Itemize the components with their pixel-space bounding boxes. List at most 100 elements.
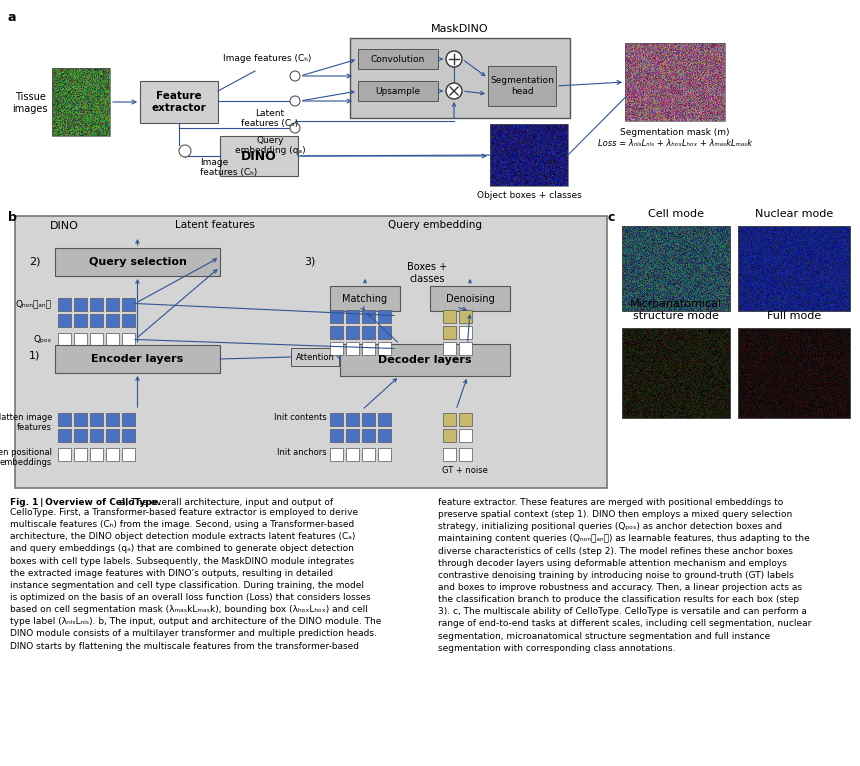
Text: Loss = λₙₗₛLₙₗₛ + λₕₒₓLₕₒₓ + λₘₐₛkLₘₐₛk: Loss = λₙₗₛLₙₗₛ + λₕₒₓLₕₒₓ + λₘₐₛkLₘₐₛk	[598, 139, 752, 148]
Text: Query selection: Query selection	[89, 257, 187, 267]
Bar	[58, 333, 71, 346]
Text: c: c	[608, 211, 616, 224]
Text: Denoising: Denoising	[445, 293, 494, 303]
Circle shape	[290, 123, 300, 133]
Bar	[106, 413, 119, 426]
Bar	[443, 342, 456, 355]
Bar	[140, 81, 218, 123]
Text: Flatten positional
embeddings: Flatten positional embeddings	[0, 448, 52, 467]
Bar	[55, 345, 220, 373]
Bar	[459, 342, 472, 355]
Text: Segmentation
head: Segmentation head	[490, 77, 554, 96]
Text: Query
embedding (qₐ): Query embedding (qₐ)	[235, 136, 305, 155]
Text: Segmentation mask (m): Segmentation mask (m)	[620, 128, 730, 137]
Bar	[58, 429, 71, 442]
Text: Encoder layers: Encoder layers	[91, 354, 184, 364]
Bar	[74, 429, 87, 442]
Text: b: b	[8, 211, 17, 224]
Text: Convolution: Convolution	[371, 54, 425, 64]
Bar	[58, 413, 71, 426]
Bar	[346, 326, 359, 339]
Bar	[362, 310, 375, 323]
Text: a: a	[8, 11, 16, 24]
Bar	[622, 226, 730, 311]
Bar	[459, 310, 472, 323]
Bar	[74, 448, 87, 461]
Bar	[330, 326, 343, 339]
Bar	[625, 43, 725, 121]
Text: Full mode: Full mode	[767, 311, 821, 321]
Text: 2): 2)	[29, 256, 40, 266]
Bar	[55, 248, 220, 276]
Bar	[74, 333, 87, 346]
Text: Matching: Matching	[342, 293, 388, 303]
Bar	[291, 348, 339, 366]
Bar	[350, 38, 570, 118]
Bar	[330, 448, 343, 461]
Bar	[90, 413, 103, 426]
Text: Cell mode: Cell mode	[648, 209, 704, 219]
Text: Nuclear mode: Nuclear mode	[755, 209, 833, 219]
Text: Latent
features (Cₐ): Latent features (Cₐ)	[242, 109, 298, 129]
Bar	[346, 429, 359, 442]
Circle shape	[290, 71, 300, 81]
Bar	[90, 448, 103, 461]
Text: Image
features (Cₕ): Image features (Cₕ)	[200, 158, 257, 178]
Bar	[15, 216, 607, 488]
Text: Boxes +
classes: Boxes + classes	[407, 262, 447, 283]
Text: Object boxes + classes: Object boxes + classes	[476, 191, 581, 200]
Text: DINO: DINO	[241, 149, 277, 162]
Bar	[488, 66, 556, 106]
Bar	[378, 310, 391, 323]
Bar	[74, 314, 87, 327]
Text: DINO: DINO	[50, 221, 79, 231]
Bar	[738, 226, 850, 311]
Bar	[358, 81, 438, 101]
Bar	[340, 344, 510, 376]
Text: Fig. 1 | Overview of CelloType.: Fig. 1 | Overview of CelloType.	[10, 498, 162, 507]
Text: Init anchors: Init anchors	[278, 448, 327, 457]
Bar	[443, 310, 456, 323]
Text: Qₙₒₙ₝ₐₙ₝: Qₙₒₙ₝ₐₙ₝	[16, 299, 52, 308]
Bar	[346, 413, 359, 426]
Bar	[52, 68, 110, 136]
Bar	[330, 286, 400, 311]
Text: MaskDINO: MaskDINO	[431, 24, 488, 34]
Circle shape	[179, 145, 191, 157]
Text: Image features (Cₕ): Image features (Cₕ)	[223, 54, 311, 63]
Text: 3): 3)	[304, 256, 316, 266]
Text: Flatten image
features: Flatten image features	[0, 413, 52, 432]
Bar	[122, 413, 135, 426]
Bar	[362, 413, 375, 426]
Bar	[459, 326, 472, 339]
Text: Tissue
images: Tissue images	[12, 92, 48, 114]
Bar	[106, 333, 119, 346]
Bar	[378, 448, 391, 461]
Text: Latent features: Latent features	[175, 220, 255, 230]
Bar	[443, 429, 456, 442]
Text: Init contents: Init contents	[274, 413, 327, 422]
Bar	[122, 448, 135, 461]
Bar	[330, 310, 343, 323]
Bar	[443, 413, 456, 426]
Text: Attention: Attention	[296, 352, 335, 362]
Bar	[362, 342, 375, 355]
Bar	[346, 310, 359, 323]
Bar	[106, 448, 119, 461]
Text: Qₚₒₛ: Qₚₒₛ	[34, 335, 52, 344]
Bar	[106, 314, 119, 327]
Bar	[90, 298, 103, 311]
Bar	[90, 429, 103, 442]
Text: CelloType. First, a Transformer-based feature extractor is employed to derive
mu: CelloType. First, a Transformer-based fe…	[10, 508, 381, 650]
Bar	[358, 49, 438, 69]
Bar	[58, 314, 71, 327]
Bar	[90, 314, 103, 327]
Bar	[362, 429, 375, 442]
Text: a, The overall architecture, input and output of: a, The overall architecture, input and o…	[117, 498, 333, 507]
Bar	[459, 413, 472, 426]
Text: feature extractor. These features are merged with positional embeddings to
prese: feature extractor. These features are me…	[438, 498, 811, 653]
Bar	[330, 342, 343, 355]
Bar	[738, 328, 850, 418]
Bar	[330, 429, 343, 442]
Bar	[622, 328, 730, 418]
